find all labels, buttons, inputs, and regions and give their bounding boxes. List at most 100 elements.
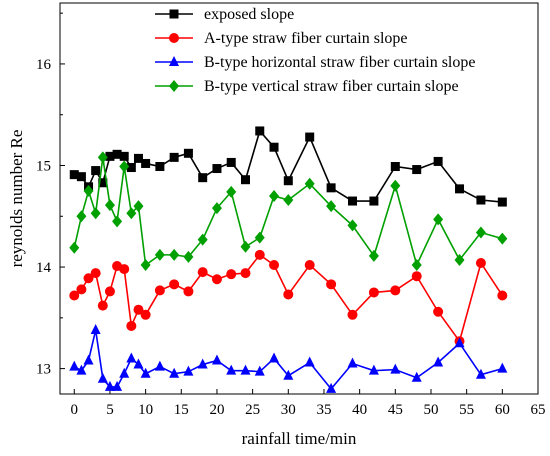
data-point <box>348 196 358 206</box>
data-point <box>126 163 136 173</box>
data-point <box>269 189 280 202</box>
data-point <box>183 365 194 376</box>
data-point <box>326 382 337 393</box>
data-point <box>497 232 508 245</box>
data-point <box>240 175 250 185</box>
data-point <box>240 268 251 279</box>
data-point <box>454 337 465 348</box>
data-point <box>140 259 151 272</box>
data-point <box>90 268 101 279</box>
data-point <box>269 142 279 152</box>
data-point <box>283 176 293 186</box>
data-point <box>104 199 115 212</box>
data-point <box>97 300 108 311</box>
data-point <box>126 320 137 331</box>
data-point <box>154 360 165 371</box>
data-point <box>197 267 208 278</box>
x-tick-label: 40 <box>352 402 367 418</box>
y-tick-label: 16 <box>36 57 52 73</box>
data-point <box>69 170 79 180</box>
legend-entry: B-type vertical straw fiber curtain slop… <box>155 78 459 95</box>
data-point <box>390 179 401 192</box>
data-point <box>112 215 123 228</box>
data-point <box>154 248 165 261</box>
data-point <box>83 354 94 365</box>
data-point <box>83 184 94 197</box>
y-tick-label: 14 <box>36 260 52 276</box>
data-point <box>226 157 236 167</box>
data-point <box>133 358 144 369</box>
data-point <box>390 162 400 172</box>
x-axis-ticks: 0 5 10 15 20 25 30 35 40 45 50 55 60 65 <box>71 389 546 418</box>
x-tick-label: 45 <box>388 402 403 418</box>
x-tick-label: 0 <box>71 402 79 418</box>
data-point <box>183 250 194 263</box>
data-point <box>240 364 251 375</box>
x-tick-label: 25 <box>245 402 260 418</box>
data-point <box>98 178 108 188</box>
series-3 <box>69 324 508 393</box>
series-line <box>74 129 503 203</box>
data-point <box>283 369 294 380</box>
data-point <box>197 233 208 246</box>
legend-marker <box>169 9 179 19</box>
x-tick-label: 30 <box>281 402 296 418</box>
data-point <box>126 207 137 220</box>
series-1 <box>69 126 507 207</box>
data-point <box>140 367 151 378</box>
data-point <box>76 364 87 375</box>
data-point <box>104 380 115 391</box>
legend-label: exposed slope <box>204 6 294 23</box>
data-point <box>141 158 151 168</box>
legend-label: B-type vertical straw fiber curtain slop… <box>204 78 459 95</box>
data-point <box>90 207 101 220</box>
data-point <box>475 368 486 379</box>
data-point <box>112 149 122 159</box>
data-point <box>304 356 315 367</box>
data-point <box>226 269 237 280</box>
data-point <box>411 271 422 282</box>
data-point <box>226 364 237 375</box>
data-point <box>90 324 101 335</box>
data-point <box>283 194 294 207</box>
y-axis-ticks: 13 14 15 16 <box>36 12 65 378</box>
data-point <box>97 372 108 383</box>
data-point <box>76 210 87 223</box>
data-point <box>269 260 280 271</box>
data-point <box>455 184 465 194</box>
x-tick-label: 10 <box>138 402 153 418</box>
data-point <box>390 285 401 296</box>
data-point <box>433 213 444 226</box>
legend-label: A-type straw fiber curtain slope <box>204 30 407 47</box>
legend-marker <box>169 33 179 43</box>
x-tick-label: 50 <box>423 402 438 418</box>
data-point <box>497 362 508 373</box>
data-point <box>304 260 315 271</box>
x-tick-label: 15 <box>174 402 189 418</box>
data-point <box>254 249 265 260</box>
data-point <box>183 148 193 158</box>
x-tick-label: 35 <box>316 402 331 418</box>
y-axis-title: reynolds number Re <box>7 130 26 268</box>
data-point <box>169 279 180 290</box>
y-tick-label: 13 <box>36 362 51 378</box>
data-point <box>212 164 222 174</box>
data-point <box>326 279 337 290</box>
x-tick-label: 60 <box>495 402 510 418</box>
x-tick-label: 65 <box>531 402 546 418</box>
data-point <box>347 309 358 320</box>
data-point <box>475 226 486 239</box>
data-point <box>183 286 194 297</box>
data-point <box>368 249 379 262</box>
data-point <box>454 253 465 266</box>
x-tick-label: 20 <box>209 402 224 418</box>
data-point <box>476 195 486 205</box>
data-point <box>326 183 336 193</box>
data-point <box>497 290 508 301</box>
data-point <box>119 151 129 161</box>
data-point <box>155 162 165 172</box>
series-4 <box>69 151 508 272</box>
data-point <box>169 152 179 162</box>
x-axis-title: rainfall time/min <box>242 429 357 448</box>
